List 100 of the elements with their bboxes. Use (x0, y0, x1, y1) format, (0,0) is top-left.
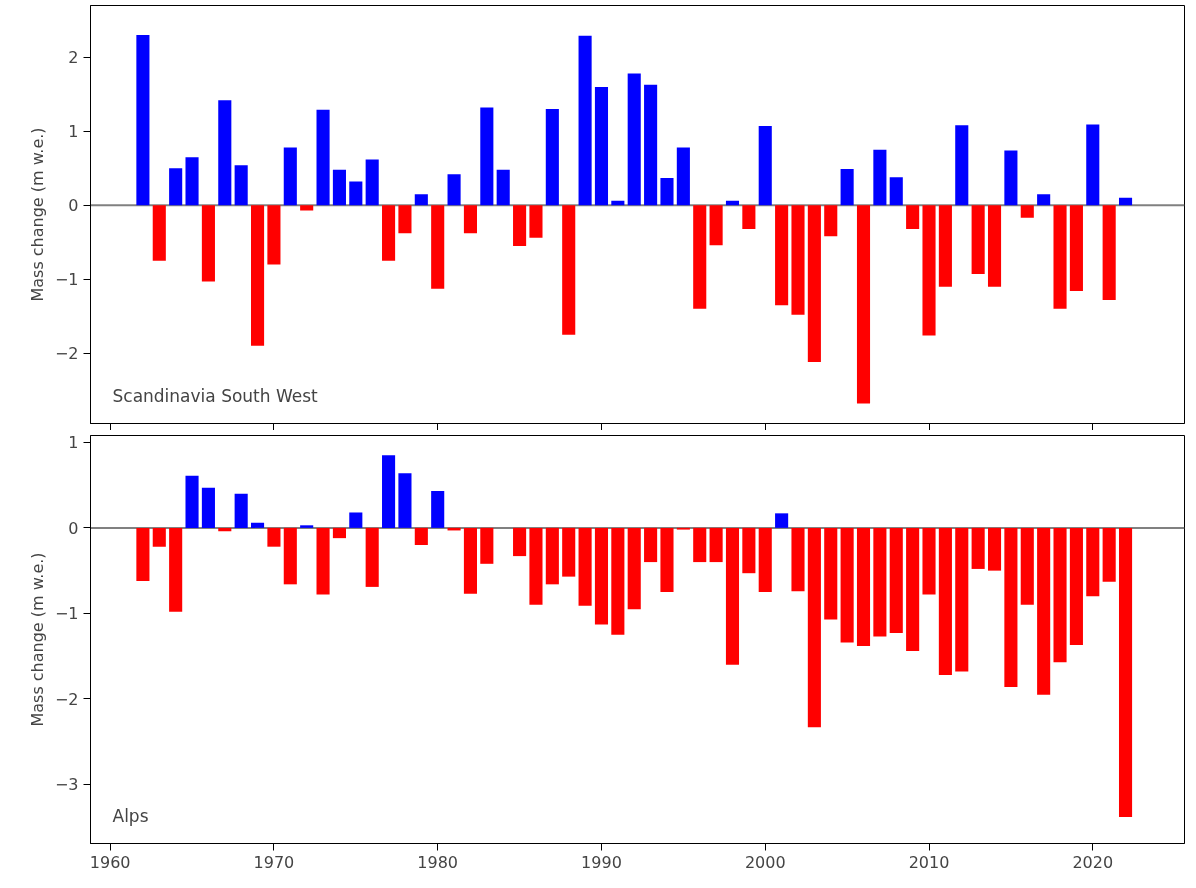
bar (873, 149, 887, 206)
bar (693, 527, 707, 563)
y-tick-label: −3 (54, 775, 79, 795)
bar (316, 109, 330, 206)
bar (594, 86, 609, 206)
annotation: Scandinavia South West (112, 385, 319, 406)
bar (414, 527, 428, 545)
bar (283, 527, 297, 585)
bar (725, 200, 740, 206)
bar (267, 205, 281, 265)
bar (513, 527, 527, 557)
bar (234, 493, 248, 528)
bar (1053, 205, 1067, 309)
bar (1069, 527, 1083, 646)
bar (693, 205, 707, 309)
bar (234, 165, 248, 206)
bar (1102, 205, 1116, 300)
bar (742, 205, 756, 229)
bar (349, 512, 363, 528)
bar (431, 205, 445, 289)
bar (840, 527, 854, 643)
bar (1118, 527, 1133, 817)
bar (922, 527, 936, 595)
bar (856, 205, 871, 404)
bar (169, 527, 183, 612)
bar (775, 513, 789, 528)
bar (955, 125, 969, 206)
bar (365, 159, 379, 206)
bar (201, 205, 215, 282)
bar (611, 527, 625, 635)
x-tick-label: 1970 (253, 852, 295, 872)
bar (349, 181, 363, 206)
bar (807, 527, 821, 728)
bar (938, 205, 952, 287)
bar (185, 475, 199, 528)
bar (218, 100, 232, 206)
bar (496, 169, 510, 206)
bar (251, 522, 265, 528)
bar (1053, 527, 1067, 663)
bar (791, 205, 805, 315)
bar (529, 527, 543, 605)
y-tick-label: 2 (68, 48, 79, 68)
bar (152, 527, 166, 547)
bar (152, 205, 166, 261)
bar (398, 473, 412, 528)
bar (545, 109, 559, 206)
bar (906, 205, 920, 229)
bar (644, 527, 658, 563)
bar (185, 157, 199, 206)
x-tick-label: 1980 (417, 852, 459, 872)
bar (758, 527, 772, 593)
bar (709, 205, 723, 246)
bar (1069, 205, 1083, 292)
bar (480, 527, 494, 564)
bar (267, 527, 281, 547)
bar (725, 527, 740, 665)
bar (873, 527, 887, 637)
bar (987, 527, 1002, 571)
bar (971, 205, 985, 275)
bar (840, 169, 854, 206)
bar (545, 527, 559, 585)
bar (513, 205, 527, 246)
bar (1086, 124, 1100, 206)
bar (971, 527, 985, 569)
bar (644, 84, 658, 206)
bar (365, 527, 379, 587)
bar (463, 205, 477, 234)
bar (955, 527, 969, 672)
y-tick-label: 0 (68, 196, 79, 216)
bar (660, 177, 674, 206)
bar (300, 205, 314, 211)
bar (562, 527, 576, 577)
bar (807, 205, 821, 363)
bar (447, 174, 461, 206)
bar (758, 126, 772, 206)
bar (1004, 527, 1018, 687)
bar (1102, 527, 1116, 582)
bar (382, 455, 396, 528)
bar (1118, 197, 1133, 206)
bar (332, 169, 346, 206)
bar (382, 205, 396, 261)
x-tick-label: 2020 (1072, 852, 1114, 872)
y-tick-label: 0 (68, 518, 79, 538)
bar (987, 205, 1002, 287)
annotation: Alps (112, 805, 149, 826)
y-tick-label: 1 (68, 122, 79, 142)
bar (529, 205, 543, 238)
bar (627, 527, 641, 610)
bar (169, 168, 183, 206)
bar (824, 527, 838, 620)
bar (1020, 205, 1034, 218)
bar (611, 200, 625, 206)
bar (562, 205, 576, 335)
bar (316, 527, 330, 595)
bar (283, 147, 297, 206)
y-tick-label: 1 (68, 433, 79, 453)
bar (300, 525, 314, 528)
bar (136, 35, 150, 206)
bar (1086, 527, 1100, 597)
bar (824, 205, 838, 237)
